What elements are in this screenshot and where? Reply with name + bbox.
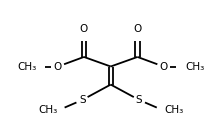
Text: CH₃: CH₃ (38, 105, 57, 115)
Text: S: S (79, 95, 86, 105)
Text: CH₃: CH₃ (17, 62, 36, 71)
Text: S: S (136, 95, 143, 105)
Text: CH₃: CH₃ (185, 62, 204, 71)
Text: O: O (80, 24, 88, 34)
Text: O: O (159, 62, 168, 71)
Text: O: O (54, 62, 62, 71)
Text: O: O (133, 24, 142, 34)
Text: CH₃: CH₃ (164, 105, 184, 115)
